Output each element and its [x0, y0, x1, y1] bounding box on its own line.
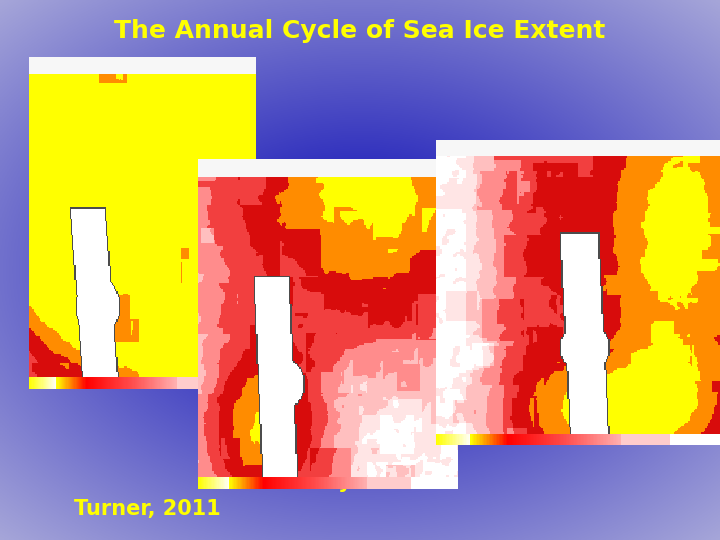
FancyArrow shape — [256, 279, 300, 319]
Text: Sept: Sept — [516, 359, 571, 379]
Text: The Annual Cycle of Sea Ice Extent: The Annual Cycle of Sea Ice Extent — [114, 19, 606, 43]
Text: Turner, 2011: Turner, 2011 — [74, 500, 221, 519]
Text: Mar: Mar — [104, 370, 148, 390]
FancyArrow shape — [85, 189, 135, 233]
Text: May: May — [304, 472, 351, 492]
